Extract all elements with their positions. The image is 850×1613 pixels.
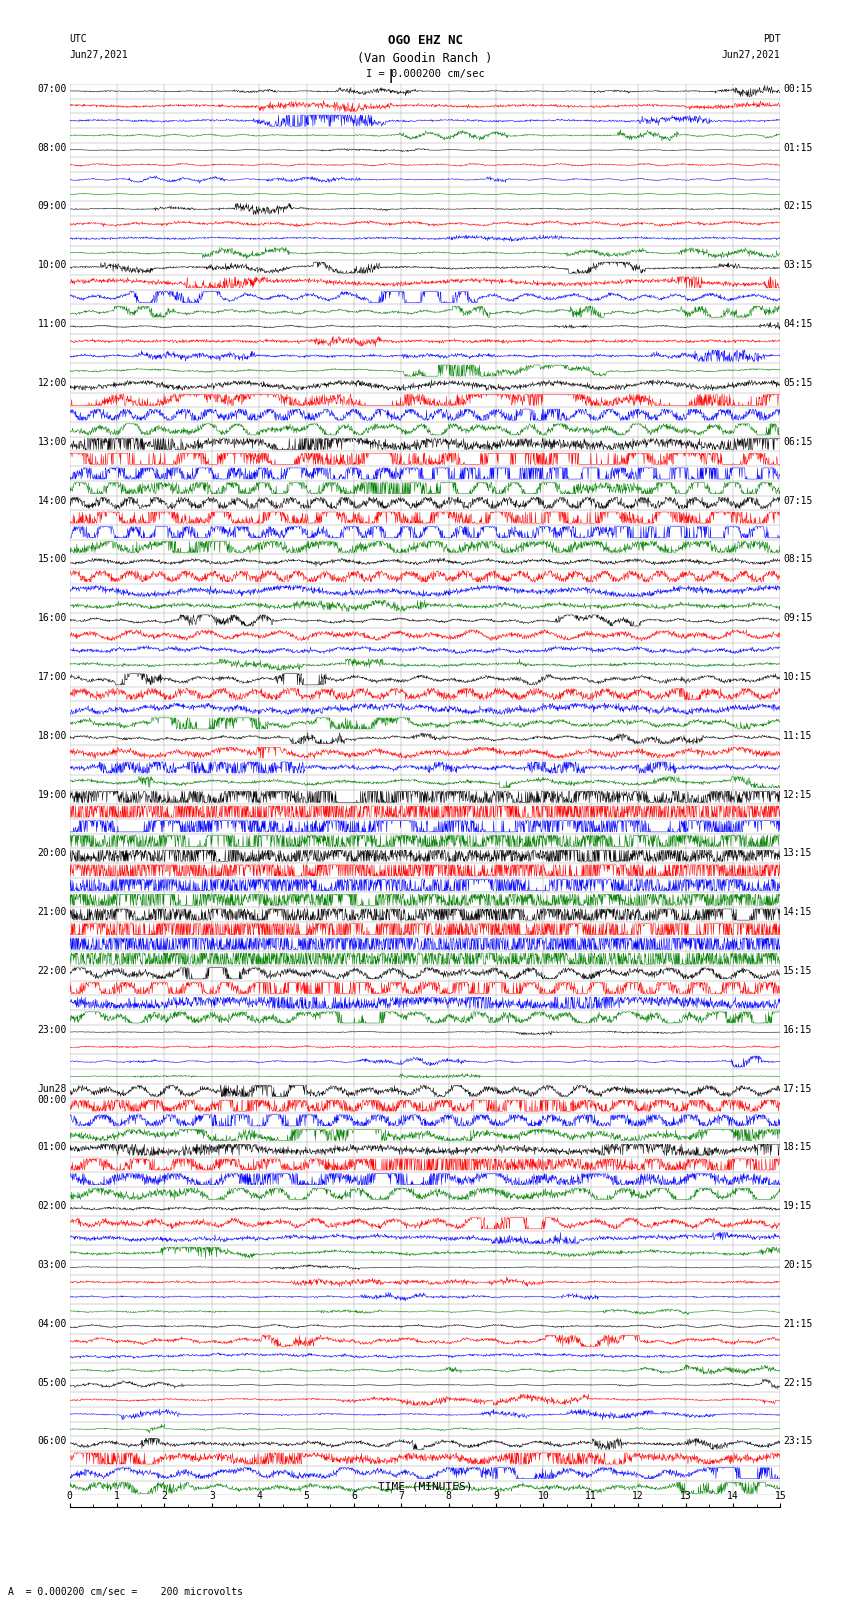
Text: OGO EHZ NC: OGO EHZ NC <box>388 34 462 47</box>
Text: Jun27,2021: Jun27,2021 <box>70 50 128 60</box>
Text: 10:00: 10:00 <box>37 260 67 271</box>
Text: 21:15: 21:15 <box>783 1319 813 1329</box>
Text: 23:00: 23:00 <box>37 1024 67 1036</box>
Text: 08:00: 08:00 <box>37 142 67 153</box>
Text: A  = 0.000200 cm/sec =    200 microvolts: A = 0.000200 cm/sec = 200 microvolts <box>8 1587 243 1597</box>
Text: 04:00: 04:00 <box>37 1319 67 1329</box>
Text: (Van Goodin Ranch ): (Van Goodin Ranch ) <box>357 52 493 65</box>
Text: 12:15: 12:15 <box>783 790 813 800</box>
X-axis label: TIME (MINUTES): TIME (MINUTES) <box>377 1482 473 1492</box>
Text: 01:15: 01:15 <box>783 142 813 153</box>
Text: 18:15: 18:15 <box>783 1142 813 1152</box>
Text: 02:00: 02:00 <box>37 1202 67 1211</box>
Text: 03:15: 03:15 <box>783 260 813 271</box>
Text: 13:00: 13:00 <box>37 437 67 447</box>
Text: 06:00: 06:00 <box>37 1437 67 1447</box>
Text: Jun28
00:00: Jun28 00:00 <box>37 1084 67 1105</box>
Text: |: | <box>387 69 395 84</box>
Text: 17:15: 17:15 <box>783 1084 813 1094</box>
Text: 22:00: 22:00 <box>37 966 67 976</box>
Text: Jun27,2021: Jun27,2021 <box>722 50 780 60</box>
Text: 20:15: 20:15 <box>783 1260 813 1269</box>
Text: 10:15: 10:15 <box>783 673 813 682</box>
Text: 09:15: 09:15 <box>783 613 813 623</box>
Text: 07:00: 07:00 <box>37 84 67 94</box>
Text: 19:15: 19:15 <box>783 1202 813 1211</box>
Text: 15:00: 15:00 <box>37 555 67 565</box>
Text: 15:15: 15:15 <box>783 966 813 976</box>
Text: 05:15: 05:15 <box>783 377 813 387</box>
Text: 21:00: 21:00 <box>37 907 67 918</box>
Text: 00:15: 00:15 <box>783 84 813 94</box>
Text: UTC: UTC <box>70 34 88 44</box>
Text: 12:00: 12:00 <box>37 377 67 387</box>
Text: PDT: PDT <box>762 34 780 44</box>
Text: 02:15: 02:15 <box>783 202 813 211</box>
Text: 07:15: 07:15 <box>783 495 813 505</box>
Text: 19:00: 19:00 <box>37 790 67 800</box>
Text: I = 0.000200 cm/sec: I = 0.000200 cm/sec <box>366 69 484 79</box>
Text: 08:15: 08:15 <box>783 555 813 565</box>
Text: 11:00: 11:00 <box>37 319 67 329</box>
Text: 13:15: 13:15 <box>783 848 813 858</box>
Text: 16:15: 16:15 <box>783 1024 813 1036</box>
Text: 01:00: 01:00 <box>37 1142 67 1152</box>
Text: 14:00: 14:00 <box>37 495 67 505</box>
Text: 09:00: 09:00 <box>37 202 67 211</box>
Text: 03:00: 03:00 <box>37 1260 67 1269</box>
Text: 06:15: 06:15 <box>783 437 813 447</box>
Text: 14:15: 14:15 <box>783 907 813 918</box>
Text: 16:00: 16:00 <box>37 613 67 623</box>
Text: 20:00: 20:00 <box>37 848 67 858</box>
Text: 17:00: 17:00 <box>37 673 67 682</box>
Text: 18:00: 18:00 <box>37 731 67 740</box>
Text: 11:15: 11:15 <box>783 731 813 740</box>
Text: 04:15: 04:15 <box>783 319 813 329</box>
Text: 05:00: 05:00 <box>37 1378 67 1387</box>
Text: 22:15: 22:15 <box>783 1378 813 1387</box>
Text: 23:15: 23:15 <box>783 1437 813 1447</box>
